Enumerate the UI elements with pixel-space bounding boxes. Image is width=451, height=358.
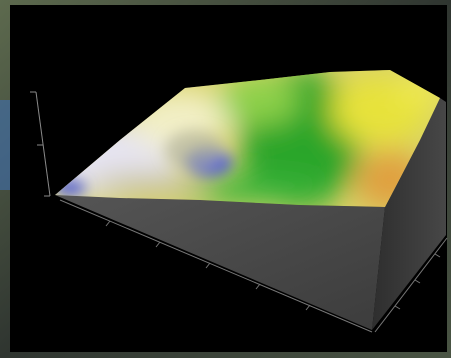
z-axis xyxy=(30,91,51,197)
side-wall xyxy=(372,98,446,330)
y-axis xyxy=(374,237,448,333)
photo-border xyxy=(0,100,12,190)
x-axis xyxy=(59,199,373,333)
front-wall xyxy=(55,195,385,330)
